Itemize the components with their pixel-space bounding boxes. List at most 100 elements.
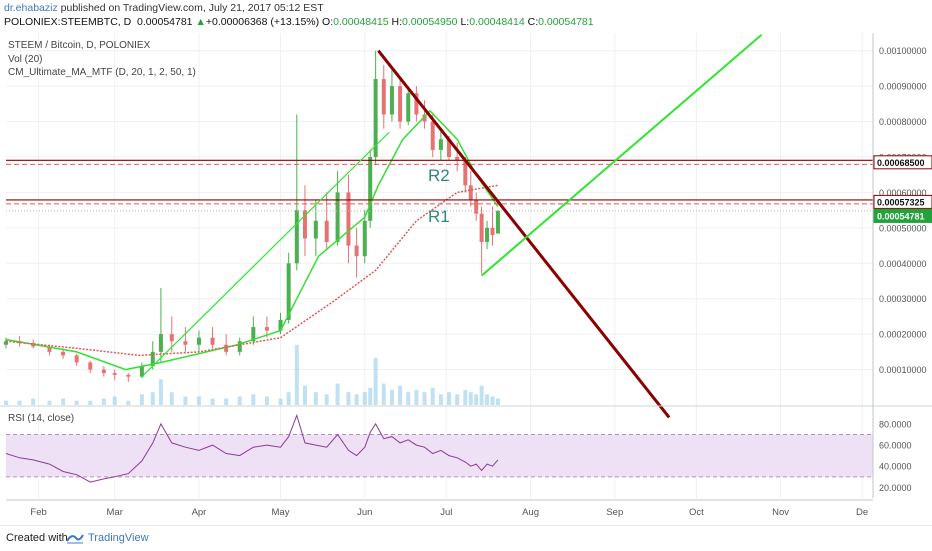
volume-bar xyxy=(112,396,117,405)
volume-bar xyxy=(406,392,411,405)
candle-body xyxy=(251,327,256,342)
candle-body xyxy=(139,366,144,377)
volume-bar xyxy=(422,392,427,405)
candle-body xyxy=(362,220,367,257)
volume-bar xyxy=(313,392,318,405)
volume-bar xyxy=(368,387,373,405)
candle-body xyxy=(196,337,201,345)
volume-bar xyxy=(346,392,351,405)
date-tick-label: Nov xyxy=(772,507,789,518)
date-tick-label: De xyxy=(856,507,868,518)
volume-bar xyxy=(373,357,378,405)
descending-trendline xyxy=(377,49,671,419)
date-tick-label: Feb xyxy=(30,507,46,518)
rsi-tick-label: 20.0000 xyxy=(879,483,912,493)
price-labels: 0.00068500 0.00057325 0.00054781 xyxy=(873,155,932,223)
open-label: O: xyxy=(322,16,334,28)
price-tick-label: 0.00030000 xyxy=(879,294,927,304)
price-tick-label: 0.00040000 xyxy=(879,259,927,269)
candle-body xyxy=(224,344,229,352)
last-price: 0.00054781 xyxy=(137,16,193,28)
candle-body xyxy=(455,157,460,161)
volume-bar xyxy=(286,392,291,405)
candle-body xyxy=(406,93,411,122)
rsi-tick-label: 80.0000 xyxy=(879,419,912,429)
created-with-text: Created with xyxy=(6,532,68,544)
candle-body xyxy=(88,362,93,370)
annotation-r2: R2 xyxy=(428,166,450,185)
volume-bar xyxy=(389,390,394,405)
date-tick-label: Mar xyxy=(107,507,123,518)
candle-body xyxy=(398,86,403,122)
price-tick-label: 0.00080000 xyxy=(879,117,927,127)
rsi-tick-label: 40.0000 xyxy=(879,462,912,472)
tradingview-logo-icon xyxy=(66,534,84,544)
volume-bars xyxy=(4,345,500,405)
candle-body xyxy=(4,341,8,345)
date-tick-label: Jul xyxy=(440,507,452,518)
volume-bar xyxy=(495,398,500,405)
trendlines xyxy=(141,34,763,419)
candle-body xyxy=(278,319,283,331)
price-chart[interactable]: 0.00010000 0.00020000 0.00030000 0.00040000… xyxy=(0,30,932,525)
price-change: +0.00006368 (+13.15%) xyxy=(205,16,320,28)
candle-body xyxy=(422,114,427,122)
candle-body xyxy=(126,374,131,377)
volume-bar xyxy=(468,392,473,405)
tradingview-brand-link[interactable]: TradingView xyxy=(88,532,149,544)
price-tick-label: 0.00090000 xyxy=(879,82,927,92)
published-text: published on TradingView.com, July 21, 2… xyxy=(57,2,324,14)
candle-body xyxy=(169,334,174,342)
date-tick-label: Jun xyxy=(357,507,372,518)
ma50-line xyxy=(5,184,499,357)
candle-body xyxy=(474,199,479,214)
price-badge-label: 0.00054781 xyxy=(877,211,925,221)
volume-bar xyxy=(88,400,93,405)
close-label: C: xyxy=(527,16,539,28)
close-value: 0.00054781 xyxy=(538,16,594,28)
candle-body xyxy=(237,341,242,352)
candle-body xyxy=(335,192,340,243)
volume-bar xyxy=(169,392,174,405)
symbol-label: POLONIEX:STEEMBTC, D xyxy=(4,16,132,28)
volume-bar xyxy=(278,398,283,405)
price-tick-label: 0.00060000 xyxy=(879,188,927,198)
candle-body xyxy=(463,160,468,186)
moving-averages xyxy=(5,109,499,371)
volume-bar xyxy=(485,394,490,405)
candle-body xyxy=(158,334,163,352)
volume-bar xyxy=(47,400,52,405)
volume-bar xyxy=(294,345,299,405)
candle-body xyxy=(294,210,299,264)
price-badge xyxy=(873,194,932,209)
volume-bar xyxy=(474,394,479,405)
volume-bar xyxy=(455,394,460,405)
volume-bar xyxy=(398,385,403,405)
candle-body xyxy=(286,263,291,320)
volume-bar xyxy=(362,392,367,405)
author-link[interactable]: dr.ehabaziz xyxy=(4,2,58,14)
volume-bar xyxy=(101,398,106,405)
candle-body xyxy=(61,351,66,356)
ascending-trendline xyxy=(480,34,763,277)
volume-bar xyxy=(479,385,484,405)
volume-bar xyxy=(490,396,495,405)
candle-body xyxy=(373,79,378,157)
volume-bar xyxy=(17,400,22,405)
volume-bar xyxy=(264,396,269,405)
volume-bar xyxy=(150,392,155,405)
volume-bar xyxy=(324,394,329,405)
volume-bar xyxy=(74,400,79,405)
date-tick-label: Sep xyxy=(606,507,623,518)
support-trendline xyxy=(141,131,390,378)
candle-body xyxy=(438,139,443,150)
volume-bar xyxy=(463,390,468,405)
rsi-band xyxy=(6,434,873,477)
candle-body xyxy=(74,355,79,363)
price-tick-label: 0.00050000 xyxy=(879,223,927,233)
volume-legend: Vol (20) xyxy=(8,54,42,65)
annotation-r1: R1 xyxy=(428,207,450,226)
date-tick-label: Oct xyxy=(689,507,704,518)
candle-body xyxy=(389,86,394,115)
price-tick-label: 0.00010000 xyxy=(879,365,927,375)
